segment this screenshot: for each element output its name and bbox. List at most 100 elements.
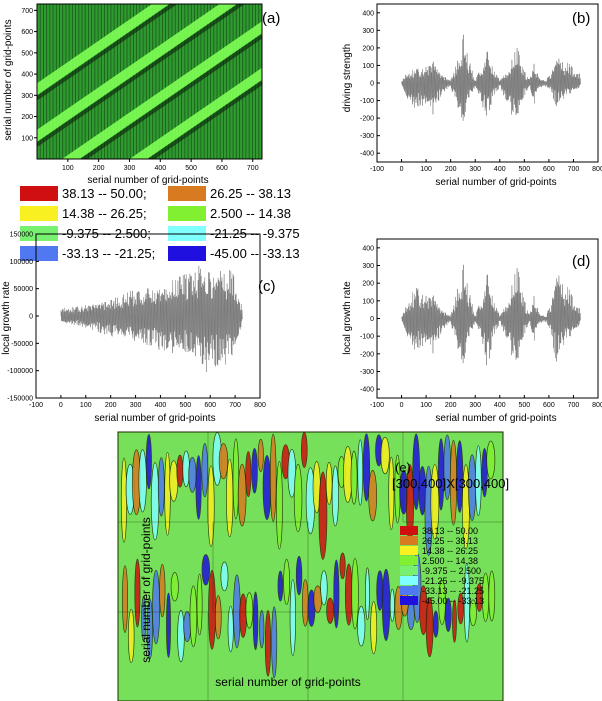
x-tick-label: 100 (420, 166, 432, 173)
panel-e-xlabel: serial number of grid-points (215, 675, 360, 689)
contour-blob (320, 570, 328, 606)
contour-blob (259, 609, 265, 649)
panel-e-label: (e) (395, 460, 411, 475)
legend-range-label: 26.25 -- 38.13 (210, 186, 291, 201)
contour-blob (164, 451, 171, 536)
x-tick-label: 300 (469, 402, 481, 409)
contour-blob (214, 595, 222, 640)
contour-blob (227, 605, 234, 653)
contour-blob (127, 608, 135, 664)
contour-blob (146, 598, 153, 660)
heatmap-diagonal-band (62, 21, 262, 159)
contour-blob (457, 592, 464, 625)
inset-legend-swatch (400, 566, 418, 575)
panel-e-contour-map (117, 431, 504, 701)
heatmap-diagonal-band (129, 67, 262, 159)
x-tick-label: 600 (216, 165, 228, 172)
contour-blob (271, 606, 278, 679)
contour-blob (433, 610, 439, 638)
contour-blob (177, 609, 185, 663)
legend-swatch (168, 206, 206, 221)
contour-blob (232, 438, 240, 520)
contour-blob (275, 461, 283, 550)
y-tick-label: -300 (360, 133, 374, 140)
contour-blob (134, 558, 141, 628)
x-tick-label: 400 (155, 402, 167, 409)
x-tick-label: 300 (124, 165, 136, 172)
x-tick-label: 200 (445, 166, 457, 173)
legend-swatch (20, 246, 58, 261)
inset-legend-swatch (400, 536, 418, 545)
inset-legend-swatch (400, 576, 418, 585)
contour-blob (388, 456, 395, 530)
y-tick-label: -400 (360, 151, 374, 158)
inset-legend-range-label: -21.25 -- -9.375 (422, 576, 484, 586)
x-tick-label: 700 (568, 402, 580, 409)
contour-blob (301, 431, 308, 469)
contour-blob (301, 579, 309, 627)
plot-frame (36, 3, 263, 160)
x-tick-label: 800 (254, 402, 266, 409)
contour-blob (188, 456, 197, 493)
inset-legend-swatch (400, 556, 418, 565)
contour-blob (437, 438, 445, 511)
contour-blob (245, 592, 254, 629)
contour-blob (237, 463, 247, 527)
x-tick-label: 0 (400, 402, 404, 409)
data-series-line (60, 265, 243, 372)
y-tick-label: 200 (21, 114, 33, 121)
x-tick-label: 600 (204, 402, 216, 409)
contour-blob (157, 457, 165, 517)
contour-blob (325, 461, 333, 505)
y-tick-label: -300 (360, 369, 374, 376)
panel-c-label: (c) (258, 278, 276, 295)
panel-c-xlabel: serial number of grid-points (94, 413, 215, 424)
y-tick-label: 100 (21, 135, 33, 142)
contour-blob (145, 434, 152, 490)
contour-blob (438, 580, 446, 625)
contour-blob (257, 438, 264, 472)
panel-a-ylabel: serial number of grid-points (3, 19, 14, 140)
panel-b-xlabel: serial number of grid-points (435, 177, 556, 188)
contour-block-outline (307, 611, 404, 701)
contour-blob (351, 558, 359, 630)
contour-blob (239, 593, 247, 638)
x-tick-label: 800 (592, 166, 602, 173)
inset-legend-range-label: -9.375 -- 2.500 (422, 566, 481, 576)
data-series-line (401, 34, 581, 121)
legend-swatch (20, 186, 58, 201)
contour-blob (233, 574, 241, 649)
panel-a-xlabel: serial number of grid-points (87, 175, 208, 186)
y-tick-label: 0 (29, 314, 33, 321)
y-tick-label: 0 (370, 81, 374, 88)
legend-range-label: 38.13 -- 50.00; (62, 186, 147, 201)
y-tick-label: 400 (362, 10, 374, 17)
inset-legend-range-label: -33.13 -- -21.25 (422, 586, 484, 596)
y-tick-label: 200 (362, 45, 374, 52)
panel-b-ylabel: driving strength (342, 44, 353, 112)
plot-frame (117, 431, 504, 701)
y-tick-label: -100 (360, 98, 374, 105)
x-tick-label: -100 (370, 402, 384, 409)
x-tick-label: 400 (154, 165, 166, 172)
contour-blob (283, 559, 290, 605)
x-tick-label: 200 (445, 402, 457, 409)
contour-blob (425, 596, 434, 658)
contour-blob (475, 445, 482, 516)
x-tick-label: -100 (29, 402, 43, 409)
x-tick-label: 300 (469, 166, 481, 173)
inset-legend-range-label: 14.38 -- 26.25 (422, 546, 478, 556)
contour-blob (381, 568, 391, 642)
y-tick-label: 200 (362, 281, 374, 288)
contour-blob (481, 447, 488, 498)
panel-a-heatmap: 100 200 300 400 500 600 700 100 200 300 400 500 600 7… (21, 3, 263, 172)
contour-blob (488, 570, 496, 622)
contour-blob (333, 559, 340, 629)
inset-legend-range-label: 38.13 -- 50.00 (422, 526, 478, 536)
x-tick-label: 200 (93, 165, 105, 172)
contour-blob (269, 433, 277, 522)
y-tick-label: -200 (360, 351, 374, 358)
inset-legend-swatch (400, 546, 418, 555)
contour-blob (189, 585, 198, 648)
contour-blob (176, 454, 184, 488)
